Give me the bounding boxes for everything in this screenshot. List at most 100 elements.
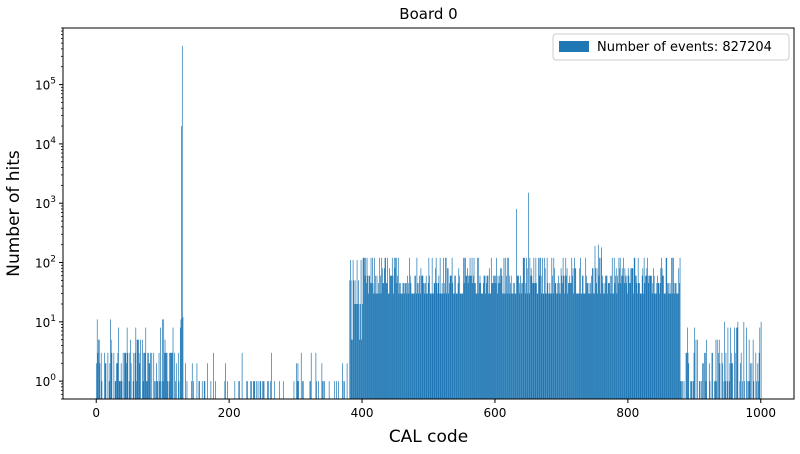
histogram-bar xyxy=(693,352,695,399)
histogram-bar xyxy=(722,363,723,399)
histogram-bar xyxy=(136,339,138,399)
histogram-bar xyxy=(600,257,602,399)
histogram-bar xyxy=(554,283,556,399)
legend-swatch xyxy=(559,41,589,52)
histogram-bar xyxy=(310,352,312,399)
histogram-bar xyxy=(524,257,525,399)
histogram-bars xyxy=(96,45,762,400)
histogram-bar xyxy=(391,275,392,399)
histogram-bar xyxy=(270,381,272,399)
y-axis: 100 101 102 103 104 105 xyxy=(35,27,63,400)
histogram-bar xyxy=(421,275,422,399)
x-tick-label: 0 xyxy=(92,406,100,420)
x-tick-label: 1000 xyxy=(745,406,776,420)
histogram-bar xyxy=(175,381,177,399)
histogram-bar xyxy=(698,381,700,399)
histogram-bar xyxy=(740,363,741,399)
histogram-bar xyxy=(716,381,717,399)
histogram-bar xyxy=(700,381,702,399)
histogram-bar xyxy=(417,283,418,399)
histogram-bar xyxy=(397,275,398,399)
histogram-bar xyxy=(617,275,618,399)
histogram-bar xyxy=(584,293,585,399)
histogram-bar xyxy=(522,257,524,399)
histogram-bar xyxy=(383,283,385,399)
histogram-bar xyxy=(564,275,566,399)
histogram-bar xyxy=(659,283,661,399)
histogram-bar xyxy=(537,293,539,399)
histogram-bar xyxy=(424,293,426,399)
histogram-bar xyxy=(433,293,434,399)
histogram-bar xyxy=(541,293,543,399)
histogram-bar xyxy=(532,283,534,399)
histogram-bar xyxy=(570,283,572,399)
histogram-bar xyxy=(145,327,147,399)
histogram-bar xyxy=(671,293,673,399)
histogram-bar xyxy=(629,283,631,399)
legend: Number of events: 827204 xyxy=(552,33,790,61)
histogram-bar xyxy=(419,275,420,399)
histogram-bar xyxy=(267,381,268,399)
histogram-bar xyxy=(168,381,170,399)
histogram-bar xyxy=(670,293,672,399)
histogram-bar xyxy=(636,283,638,399)
histogram-bar xyxy=(547,283,549,399)
histogram-bar xyxy=(130,339,131,399)
histogram-bar xyxy=(400,293,402,399)
histogram-bar xyxy=(661,268,663,399)
histogram-bar xyxy=(582,275,583,399)
histogram-bar xyxy=(227,381,228,399)
histogram-bar xyxy=(238,381,240,399)
histogram-bar xyxy=(116,363,117,399)
histogram-bar xyxy=(544,268,546,399)
histogram-bar xyxy=(160,381,162,399)
histogram-bar xyxy=(129,352,131,399)
histogram-bar xyxy=(476,293,478,399)
histogram-bar xyxy=(665,257,667,399)
histogram-bar xyxy=(627,293,628,399)
histogram-bar xyxy=(673,283,675,399)
histogram-bar xyxy=(748,339,750,399)
histogram-bar xyxy=(637,257,639,399)
histogram-bar xyxy=(224,381,226,399)
histogram-bar xyxy=(724,381,726,399)
histogram-bar xyxy=(500,268,501,399)
histogram-bar xyxy=(467,283,469,399)
histogram-bar xyxy=(489,293,491,399)
histogram-bar xyxy=(584,293,586,399)
histogram-bar xyxy=(369,275,371,399)
histogram-bar xyxy=(647,275,649,399)
histogram-bar xyxy=(349,280,351,399)
histogram-bar xyxy=(705,381,707,399)
histogram-bar xyxy=(135,327,137,399)
histogram-bar xyxy=(610,293,612,399)
histogram-bar xyxy=(662,275,664,399)
histogram-bar xyxy=(613,293,614,399)
histogram-bar xyxy=(672,257,674,399)
histogram-bar xyxy=(356,303,357,399)
histogram-bar xyxy=(635,275,637,399)
histogram-bar xyxy=(718,352,719,399)
histogram-bar xyxy=(419,293,421,399)
histogram-bar xyxy=(428,257,430,399)
histogram-bar xyxy=(586,283,588,399)
histogram-bar xyxy=(376,275,378,399)
histogram-bar xyxy=(158,352,160,399)
histogram-bar xyxy=(666,257,668,399)
histogram-bar xyxy=(96,319,98,399)
histogram-bar xyxy=(396,283,398,399)
histogram-bar xyxy=(729,363,731,399)
histogram-bar xyxy=(506,275,507,399)
histogram-bar xyxy=(96,363,97,399)
histogram-bar xyxy=(368,275,370,399)
histogram-bar xyxy=(483,275,485,399)
histogram-bar xyxy=(490,257,492,399)
histogram-bar xyxy=(309,381,311,399)
histogram-bar xyxy=(447,268,448,399)
histogram-bar xyxy=(712,352,713,399)
histogram-bar xyxy=(362,303,363,399)
y-axis-label: Number of hits xyxy=(4,150,24,277)
histogram-bar xyxy=(504,257,506,399)
histogram-bar xyxy=(364,257,365,399)
histogram-bar xyxy=(415,275,416,399)
